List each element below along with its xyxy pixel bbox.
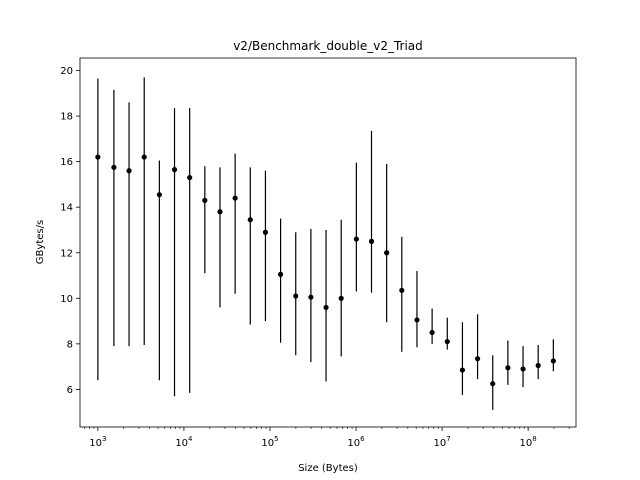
x-tick-label-base: 10 <box>433 438 446 449</box>
x-tick-label: 103 <box>89 435 106 449</box>
data-point <box>535 362 541 369</box>
x-tick-label: 104 <box>175 435 193 449</box>
data-point <box>126 168 132 174</box>
data-point <box>384 250 390 256</box>
y-tick-label: 6 <box>67 385 73 396</box>
x-tick-label-exponent: 8 <box>532 435 536 443</box>
chart-title: v2/Benchmark_double_v2_Triad <box>233 39 423 53</box>
data-point <box>293 293 299 299</box>
data-point <box>217 209 223 215</box>
y-tick-label: 16 <box>60 157 73 168</box>
y-tick-label: 18 <box>60 112 73 123</box>
data-point <box>459 367 466 373</box>
x-tick-label-base: 10 <box>175 438 188 449</box>
data-point <box>323 304 329 311</box>
x-tick-label-exponent: 6 <box>360 435 365 443</box>
x-tick-label: 106 <box>347 435 365 449</box>
data-point <box>202 197 208 203</box>
x-tick-label-base: 10 <box>261 438 274 449</box>
data-point <box>368 238 375 244</box>
data-point <box>141 154 147 160</box>
data-point <box>171 167 178 173</box>
data-point <box>247 217 253 223</box>
x-tick-label-exponent: 3 <box>102 435 106 443</box>
x-tick-label-exponent: 7 <box>446 435 450 443</box>
data-point <box>262 229 269 235</box>
data-point <box>520 366 526 372</box>
data-point <box>232 195 238 201</box>
data-point <box>308 294 314 300</box>
x-tick-label: 107 <box>433 435 450 449</box>
y-axis-title: GBytes/s <box>35 220 46 264</box>
data-point <box>277 271 284 277</box>
x-tick-label: 108 <box>520 435 537 449</box>
x-axis: 103 104 105 106 107 108 <box>84 427 570 449</box>
data-point <box>490 381 496 387</box>
data-point <box>353 236 359 242</box>
x-tick-label: 105 <box>261 435 278 449</box>
data-point <box>505 365 511 371</box>
x-tick-label-base: 10 <box>89 438 102 449</box>
data-point <box>111 164 117 170</box>
x-tick-label-base: 10 <box>347 438 360 449</box>
plot-area-frame <box>79 57 577 428</box>
data-point <box>187 174 193 181</box>
y-axis: 6 8 10 12 14 16 18 20 <box>60 66 80 396</box>
data-point <box>550 358 556 364</box>
x-tick-label-exponent: 4 <box>188 435 193 443</box>
data-point <box>95 154 101 160</box>
data-point <box>474 356 481 362</box>
y-tick-label: 8 <box>67 339 73 350</box>
y-tick-label: 12 <box>60 248 73 259</box>
x-tick-label-base: 10 <box>520 438 533 449</box>
x-axis-title: Size (Bytes) <box>298 463 358 474</box>
data-series <box>95 77 556 410</box>
data-point <box>429 329 435 336</box>
y-tick-label: 14 <box>60 203 73 214</box>
x-tick-label-exponent: 5 <box>274 435 278 443</box>
data-point <box>414 317 420 323</box>
data-point <box>444 338 450 345</box>
y-tick-label: 10 <box>60 294 73 305</box>
y-tick-label: 20 <box>60 66 73 77</box>
data-point <box>156 192 162 198</box>
data-point <box>399 287 405 293</box>
data-point <box>338 295 344 301</box>
